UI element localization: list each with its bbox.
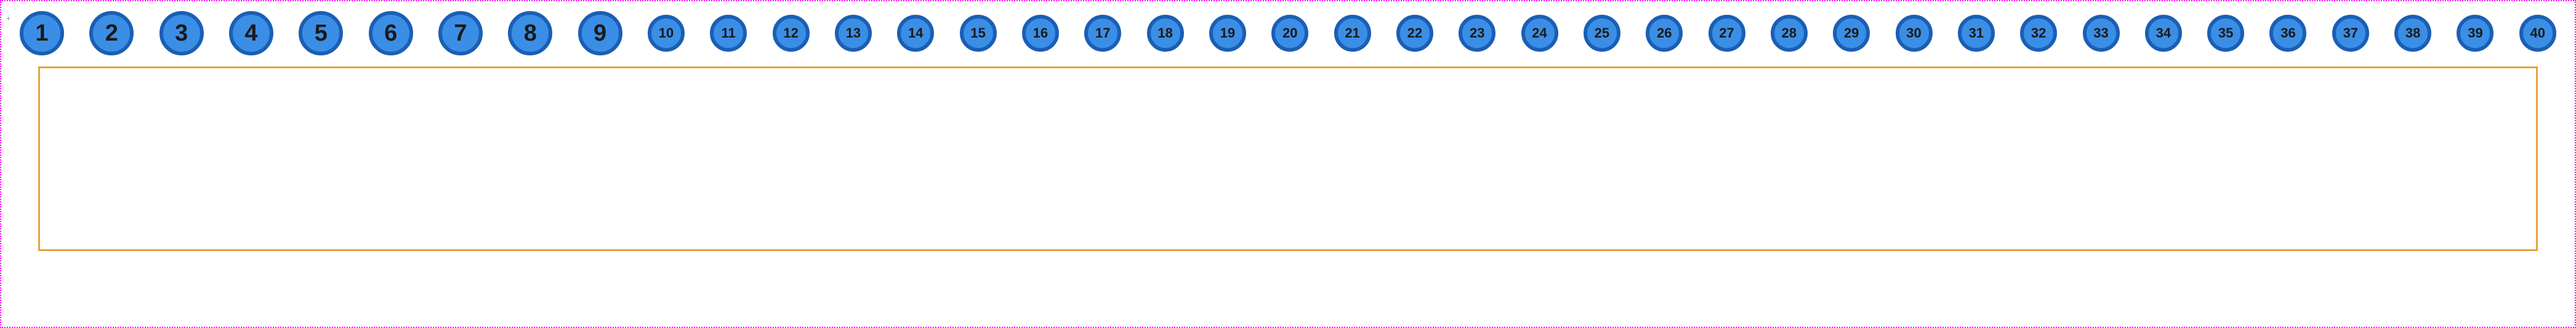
pin-10: 10 [648, 15, 685, 52]
pin-16: 16 [1022, 15, 1059, 52]
pin-15: 15 [960, 15, 997, 52]
pin-label: 38 [2405, 25, 2420, 41]
pin-label: 18 [1157, 25, 1172, 41]
pin-label: 33 [2093, 25, 2108, 41]
pin-label: 4 [244, 20, 257, 47]
pin-label: 31 [1969, 25, 1984, 41]
pin-label: 37 [2343, 25, 2358, 41]
pin-label: 21 [1345, 25, 1359, 41]
pin-label: 7 [454, 20, 467, 47]
pin-label: 13 [846, 25, 861, 41]
pin-20: 20 [1271, 15, 1308, 52]
pin-25: 25 [1584, 15, 1620, 52]
pin-19: 19 [1209, 15, 1246, 52]
pin-33: 33 [2083, 15, 2120, 52]
pin-label: 30 [1906, 25, 1921, 41]
pin-label: 29 [1844, 25, 1859, 41]
pin-label: 35 [2218, 25, 2233, 41]
pin-2: 2 [89, 11, 134, 55]
pin-28: 28 [1771, 15, 1808, 52]
pin-34: 34 [2145, 15, 2182, 52]
pin-38: 38 [2394, 15, 2431, 52]
pin-17: 17 [1084, 15, 1121, 52]
pin-22: 22 [1396, 15, 1433, 52]
pin-21: 21 [1334, 15, 1371, 52]
pin-label: 32 [2031, 25, 2046, 41]
pin-label: 14 [908, 25, 923, 41]
pin-29: 29 [1833, 15, 1870, 52]
pin-label: 23 [1470, 25, 1484, 41]
pin-26: 26 [1646, 15, 1683, 52]
pin-label: 25 [1595, 25, 1609, 41]
pin-36: 36 [2269, 15, 2306, 52]
pin-5: 5 [299, 11, 343, 55]
pin-label: 12 [783, 25, 798, 41]
pin-label: 10 [659, 25, 674, 41]
pin-18: 18 [1147, 15, 1184, 52]
pin-14: 14 [897, 15, 934, 52]
pins-row: 1234567891011121314151617181920212223242… [14, 11, 2562, 55]
pin-label: 9 [594, 20, 606, 47]
pin-label: 24 [1532, 25, 1547, 41]
pin-label: 19 [1220, 25, 1235, 41]
component-bounding-box: + 12345678910111213141516171819202122232… [0, 0, 2576, 328]
pin-label: 11 [722, 25, 736, 41]
pin-35: 35 [2207, 15, 2244, 52]
pin-label: 26 [1657, 25, 1672, 41]
pin-4: 4 [229, 11, 273, 55]
pin-30: 30 [1896, 15, 1933, 52]
origin-marker: + [6, 15, 10, 22]
pin-label: 28 [1782, 25, 1797, 41]
pin-label: 16 [1033, 25, 1048, 41]
pin-8: 8 [508, 11, 552, 55]
pin-24: 24 [1521, 15, 1558, 52]
pin-label: 15 [970, 25, 985, 41]
pin-label: 2 [105, 20, 118, 47]
pin-27: 27 [1709, 15, 1745, 52]
pin-6: 6 [369, 11, 413, 55]
pin-7: 7 [438, 11, 483, 55]
pin-11: 11 [710, 15, 747, 52]
pin-3: 3 [159, 11, 204, 55]
pin-label: 6 [384, 20, 397, 47]
pin-12: 12 [773, 15, 810, 52]
pin-label: 5 [315, 20, 328, 47]
pin-13: 13 [835, 15, 872, 52]
pin-label: 39 [2468, 25, 2482, 41]
pin-label: 34 [2156, 25, 2171, 41]
pin-label: 40 [2530, 25, 2545, 41]
pin-label: 36 [2280, 25, 2295, 41]
pin-32: 32 [2020, 15, 2057, 52]
pin-label: 1 [35, 20, 48, 47]
pin-39: 39 [2457, 15, 2493, 52]
pin-23: 23 [1459, 15, 1495, 52]
pin-37: 37 [2332, 15, 2369, 52]
pin-label: 3 [175, 20, 188, 47]
pin-label: 17 [1095, 25, 1110, 41]
pin-1: 1 [20, 11, 64, 55]
pin-label: 8 [524, 20, 537, 47]
pin-label: 22 [1407, 25, 1422, 41]
pin-label: 20 [1282, 25, 1297, 41]
component-body [38, 66, 2538, 251]
pin-31: 31 [1958, 15, 1995, 52]
pin-9: 9 [578, 11, 622, 55]
pin-label: 27 [1719, 25, 1734, 41]
pin-40: 40 [2519, 15, 2556, 52]
